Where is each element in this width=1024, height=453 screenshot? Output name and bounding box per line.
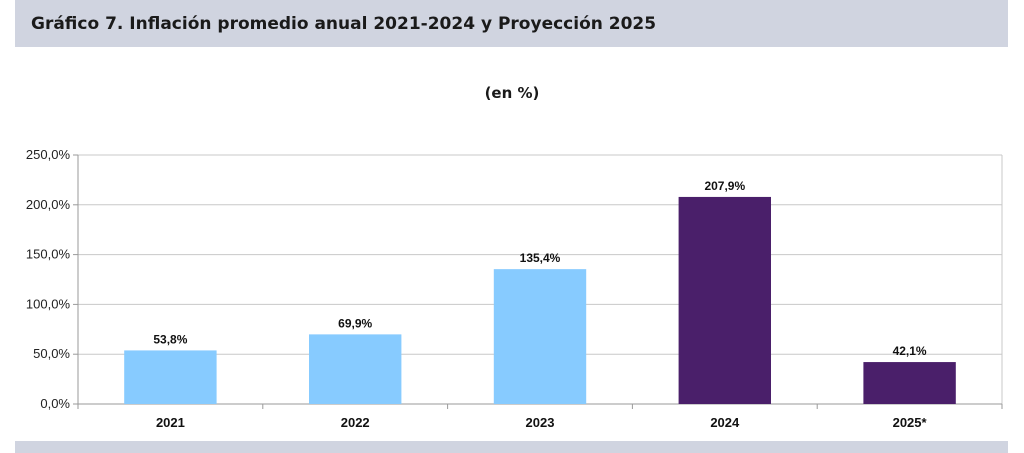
y-tick-label: 250,0% xyxy=(26,147,71,162)
bar-2025 xyxy=(863,362,956,404)
data-label: 207,9% xyxy=(704,179,745,193)
x-category-label: 2025* xyxy=(893,415,928,430)
bar-2022 xyxy=(309,334,402,404)
chart-title: Gráfico 7. Inflación promedio anual 2021… xyxy=(31,14,657,34)
bar-2023 xyxy=(493,269,587,404)
title-bar: Gráfico 7. Inflación promedio anual 2021… xyxy=(15,0,1008,47)
data-label: 135,4% xyxy=(520,251,561,265)
data-label: 69,9% xyxy=(338,316,372,330)
x-category-label: 2021 xyxy=(156,415,185,430)
x-category-label: 2024 xyxy=(710,415,740,430)
data-label: 53,8% xyxy=(153,332,187,346)
bottom-bar xyxy=(15,441,1008,453)
x-category-label: 2023 xyxy=(526,415,555,430)
y-tick-label: 150,0% xyxy=(26,247,71,262)
data-label: 42,1% xyxy=(893,344,927,358)
y-tick-label: 200,0% xyxy=(26,197,71,212)
y-tick-label: 50,0% xyxy=(33,346,70,361)
bar-2021 xyxy=(124,350,217,404)
y-tick-label: 100,0% xyxy=(26,296,71,311)
x-category-label: 2022 xyxy=(341,415,370,430)
y-tick-label: 0,0% xyxy=(40,396,70,411)
bar-2024 xyxy=(678,196,771,404)
chart-subtitle: (en %) xyxy=(484,84,540,102)
